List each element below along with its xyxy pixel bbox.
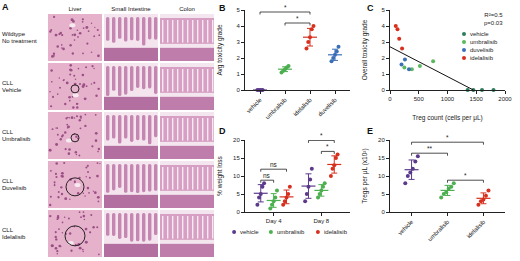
svg-text:CLL: CLL [2, 178, 14, 184]
svg-text:*: * [296, 15, 299, 22]
svg-text:umbralisib: umbralisib [277, 229, 305, 235]
svg-text:Wildtype: Wildtype [2, 31, 26, 37]
svg-text:1: 1 [381, 71, 385, 77]
svg-text:idelalisib: idelalisib [324, 229, 348, 235]
svg-text:CLL: CLL [2, 129, 14, 135]
svg-text:0: 0 [236, 87, 240, 93]
svg-text:vehicle: vehicle [397, 218, 415, 236]
svg-text:*: * [464, 172, 467, 179]
svg-text:duvelisib: duvelisib [317, 96, 338, 117]
svg-text:Tregs per μL (x10²): Tregs per μL (x10²) [361, 148, 369, 203]
svg-text:No treatment: No treatment [2, 38, 37, 44]
svg-text:5: 5 [381, 7, 385, 13]
svg-text:*: * [446, 134, 449, 141]
svg-text:CLL: CLL [2, 80, 14, 86]
svg-text:15: 15 [233, 155, 240, 161]
svg-text:Day 4: Day 4 [266, 218, 282, 224]
svg-text:vehicle: vehicle [470, 31, 489, 37]
svg-text:0: 0 [236, 209, 240, 215]
svg-text:ns: ns [270, 161, 278, 168]
svg-text:umbralisib: umbralisib [427, 218, 451, 242]
svg-text:*: * [284, 4, 287, 11]
svg-text:15: 15 [378, 155, 385, 161]
svg-text:5: 5 [236, 7, 240, 13]
svg-text:idelalisib: idelalisib [470, 55, 494, 61]
svg-text:Day 8: Day 8 [314, 218, 330, 224]
svg-text:1: 1 [236, 71, 240, 77]
svg-text:3: 3 [381, 39, 385, 45]
svg-text:R²=0.5p=0.03: R²=0.5p=0.03 [484, 12, 503, 26]
svg-text:1500: 1500 [470, 96, 484, 102]
svg-text:20: 20 [233, 137, 240, 143]
svg-text:vehicle: vehicle [240, 229, 259, 235]
svg-text:0: 0 [381, 209, 385, 215]
svg-text:C: C [367, 3, 374, 13]
svg-text:Overall toxicity grade: Overall toxicity grade [361, 19, 369, 80]
svg-text:Colon: Colon [179, 6, 195, 12]
svg-text:Vehicle: Vehicle [2, 87, 22, 93]
svg-text:2: 2 [236, 55, 240, 61]
svg-text:D: D [219, 126, 226, 136]
svg-text:0: 0 [381, 87, 385, 93]
svg-text:umbralisib: umbralisib [264, 96, 288, 120]
svg-text:3: 3 [236, 39, 240, 45]
svg-text:2000: 2000 [498, 96, 512, 102]
svg-text:Idelalisib: Idelalisib [2, 234, 26, 240]
svg-text:1000: 1000 [441, 96, 455, 102]
svg-text:duvelisib: duvelisib [470, 47, 494, 53]
svg-text:ns: ns [263, 172, 271, 179]
svg-text:4: 4 [381, 23, 385, 29]
svg-text:vehicle: vehicle [245, 96, 263, 114]
svg-text:10: 10 [378, 173, 385, 179]
svg-text:20: 20 [378, 137, 385, 143]
svg-text:Small Intestine: Small Intestine [111, 6, 151, 12]
svg-text:Umbralisib: Umbralisib [2, 136, 31, 142]
svg-text:B: B [219, 3, 226, 13]
svg-text:Duvelisib: Duvelisib [2, 185, 27, 191]
svg-text:4: 4 [236, 23, 240, 29]
svg-text:A: A [2, 2, 9, 12]
svg-text:CLL: CLL [2, 227, 14, 233]
svg-text:0: 0 [388, 96, 392, 102]
svg-text:% weight loss: % weight loss [216, 155, 224, 195]
svg-text:2: 2 [381, 55, 385, 61]
svg-text:*: * [320, 132, 323, 139]
svg-text:umbralisib: umbralisib [470, 39, 498, 45]
svg-text:Liver: Liver [68, 6, 81, 12]
svg-text:*: * [326, 143, 329, 150]
svg-text:**: ** [427, 145, 433, 152]
svg-text:Avg toxicity grade: Avg toxicity grade [216, 24, 224, 76]
svg-text:idelalisib: idelalisib [292, 96, 313, 117]
svg-text:5: 5 [236, 191, 240, 197]
svg-text:5: 5 [381, 191, 385, 197]
svg-text:idelalisib: idelalisib [466, 218, 487, 239]
svg-text:10: 10 [233, 173, 240, 179]
svg-text:E: E [367, 126, 373, 136]
svg-text:Treg count (cells per μL): Treg count (cells per μL) [412, 114, 482, 122]
svg-text:500: 500 [414, 96, 425, 102]
